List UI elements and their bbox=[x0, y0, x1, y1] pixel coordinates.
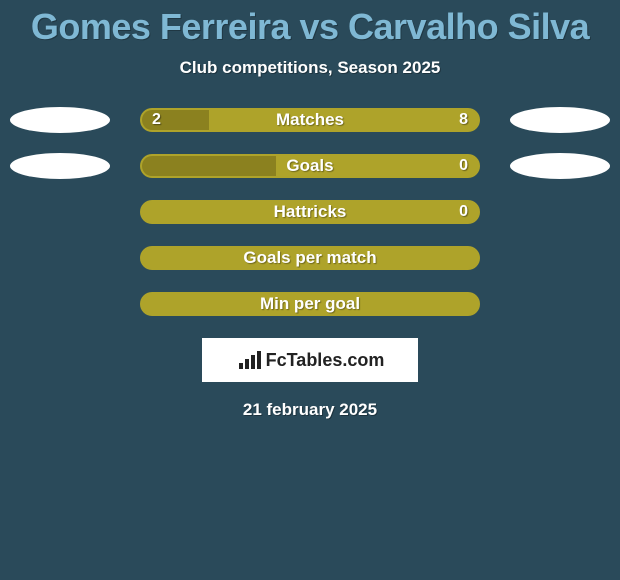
logo-box: FcTables.com bbox=[202, 338, 418, 382]
player-right-shape bbox=[510, 153, 610, 179]
stat-row: Hattricks0 bbox=[0, 200, 620, 226]
page-subtitle: Club competitions, Season 2025 bbox=[0, 58, 620, 78]
stat-bar: Min per goal bbox=[140, 292, 480, 316]
player-left-shape bbox=[10, 153, 110, 179]
stat-label: Goals bbox=[142, 156, 478, 176]
bars-icon bbox=[236, 349, 264, 371]
stat-row: Goals0 bbox=[0, 154, 620, 180]
stat-row: Matches2 8 bbox=[0, 108, 620, 134]
logo-text: FcTables.com bbox=[266, 350, 385, 371]
stat-label: Min per goal bbox=[142, 294, 478, 314]
stat-bar: Goals per match bbox=[140, 246, 480, 270]
stat-bar: Hattricks bbox=[140, 200, 480, 224]
stat-label: Hattricks bbox=[142, 202, 478, 222]
logo: FcTables.com bbox=[236, 349, 385, 371]
player-left-shape bbox=[10, 107, 110, 133]
stat-row: Goals per match bbox=[0, 246, 620, 272]
stat-rows: Matches28Goals0Hattricks0Goals per match… bbox=[0, 108, 620, 318]
page-title: Gomes Ferreira vs Carvalho Silva bbox=[0, 0, 620, 48]
stat-label: Matches bbox=[142, 110, 478, 130]
stat-value-right: 0 bbox=[459, 200, 474, 224]
stat-label: Goals per match bbox=[142, 248, 478, 268]
page: Gomes Ferreira vs Carvalho Silva Club co… bbox=[0, 0, 620, 580]
stat-value-left: 2 bbox=[146, 108, 161, 132]
stat-value-right: 0 bbox=[459, 154, 474, 178]
stat-value-right: 8 bbox=[459, 108, 474, 132]
date-label: 21 february 2025 bbox=[0, 400, 620, 420]
stat-row: Min per goal bbox=[0, 292, 620, 318]
player-right-shape bbox=[510, 107, 610, 133]
stat-bar: Matches bbox=[140, 108, 480, 132]
stat-bar: Goals bbox=[140, 154, 480, 178]
